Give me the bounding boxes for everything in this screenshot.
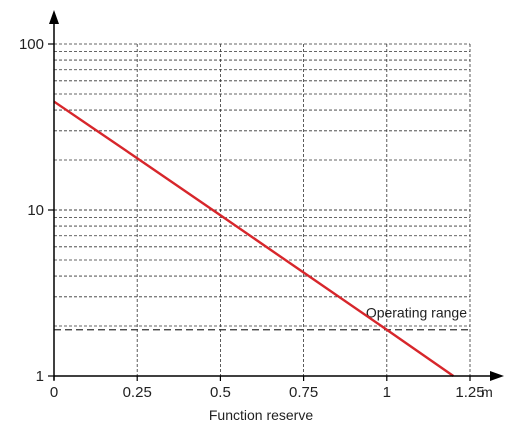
- x-axis-title: Function reserve: [209, 407, 313, 423]
- x-axis-unit: m: [481, 384, 493, 400]
- x-tick-label: 1.25: [455, 384, 484, 401]
- y-tick-label: 100: [19, 36, 44, 53]
- x-tick-label: 0.5: [210, 384, 231, 401]
- ticks: 0 0.25 0.5 0.75 1 1.25 1 10 100: [19, 36, 485, 401]
- series-line: [53, 100, 455, 377]
- x-axis-arrow: [490, 371, 504, 381]
- y-axis-arrow: [49, 10, 59, 24]
- operating-range-threshold: Operating range: [54, 305, 470, 331]
- x-tick-label: 1: [383, 384, 391, 401]
- grid: [54, 43, 471, 376]
- x-tick-label: 0.25: [123, 384, 152, 401]
- x-tick-label: 0.75: [289, 384, 318, 401]
- y-tick-label: 10: [27, 202, 44, 219]
- series: [53, 100, 455, 377]
- threshold-label: Operating range: [366, 305, 467, 321]
- y-tick-label: 1: [36, 368, 44, 385]
- axes: [49, 10, 504, 381]
- x-tick-label: 0: [50, 384, 58, 401]
